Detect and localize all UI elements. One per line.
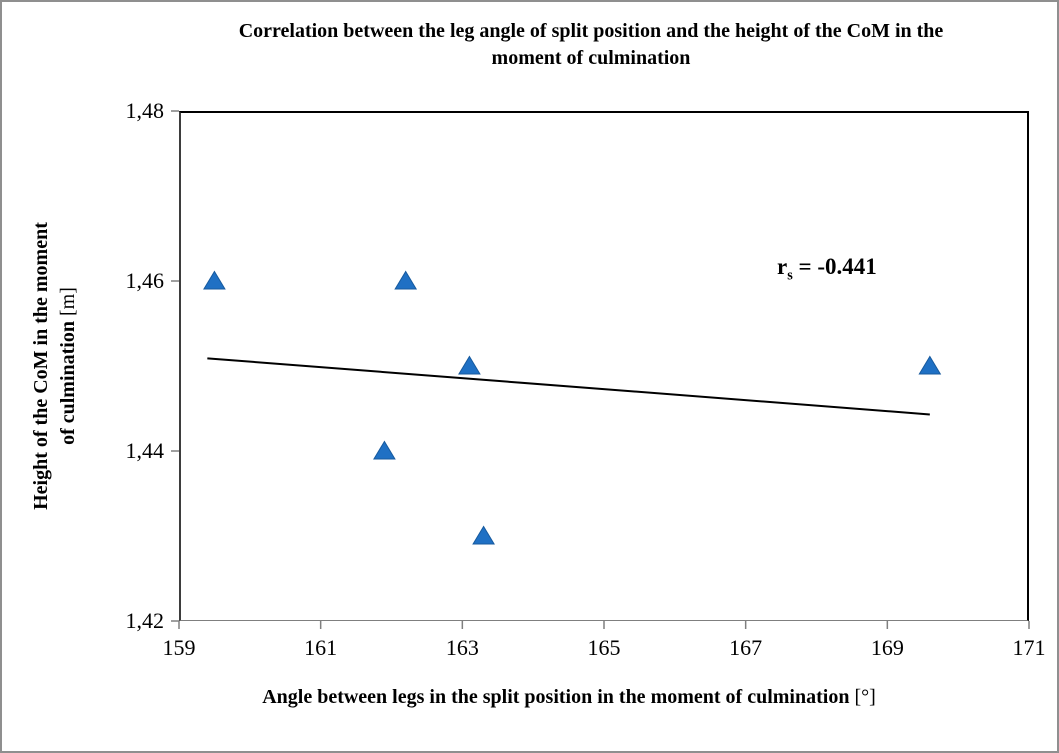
correlation-value: = -0.441 <box>792 254 877 279</box>
y-axis-tick-label: 1,48 <box>125 98 165 123</box>
y-axis-tick-label: 1,44 <box>125 438 165 463</box>
chart-title-line1: Correlation between the leg angle of spl… <box>238 20 944 42</box>
x-axis-tick-label: 169 <box>870 635 904 660</box>
y-axis-label-line2: of culmination [m] <box>55 111 82 621</box>
x-axis-tick-label: 161 <box>304 635 338 660</box>
correlation-symbol: r <box>777 254 788 279</box>
y-axis-label: Height of the CoM in the moment of culmi… <box>28 111 84 621</box>
chart-title: Correlation between the leg angle of spl… <box>91 18 1057 72</box>
x-axis-tick-label: 159 <box>162 635 196 660</box>
chart-title-line2: moment of culmination <box>491 47 691 69</box>
x-axis-label: Angle between legs in the split position… <box>144 686 994 709</box>
x-axis-label-text: Angle between legs in the split position… <box>262 686 855 708</box>
y-axis-unit-label: [m] <box>57 287 79 316</box>
y-axis-tick-label: 1,46 <box>125 268 165 293</box>
x-axis-tick-label: 163 <box>445 635 479 660</box>
plot-area <box>179 111 1029 621</box>
x-axis-tick-label: 171 <box>1012 635 1046 660</box>
y-axis-label-line1: Height of the CoM in the moment <box>28 111 55 621</box>
correlation-annotation: rs = -0.441 <box>777 254 877 285</box>
y-axis-label-text2: of culmination <box>57 316 79 445</box>
y-axis-label-text: Height of the CoM in the moment <box>30 222 52 510</box>
x-axis-unit-label: [°] <box>854 686 876 708</box>
x-axis-tick-label: 167 <box>729 635 763 660</box>
correlation-subscript: s <box>787 267 793 284</box>
x-axis-tick-label: 165 <box>587 635 621 660</box>
y-axis-tick-label: 1,42 <box>125 608 165 633</box>
